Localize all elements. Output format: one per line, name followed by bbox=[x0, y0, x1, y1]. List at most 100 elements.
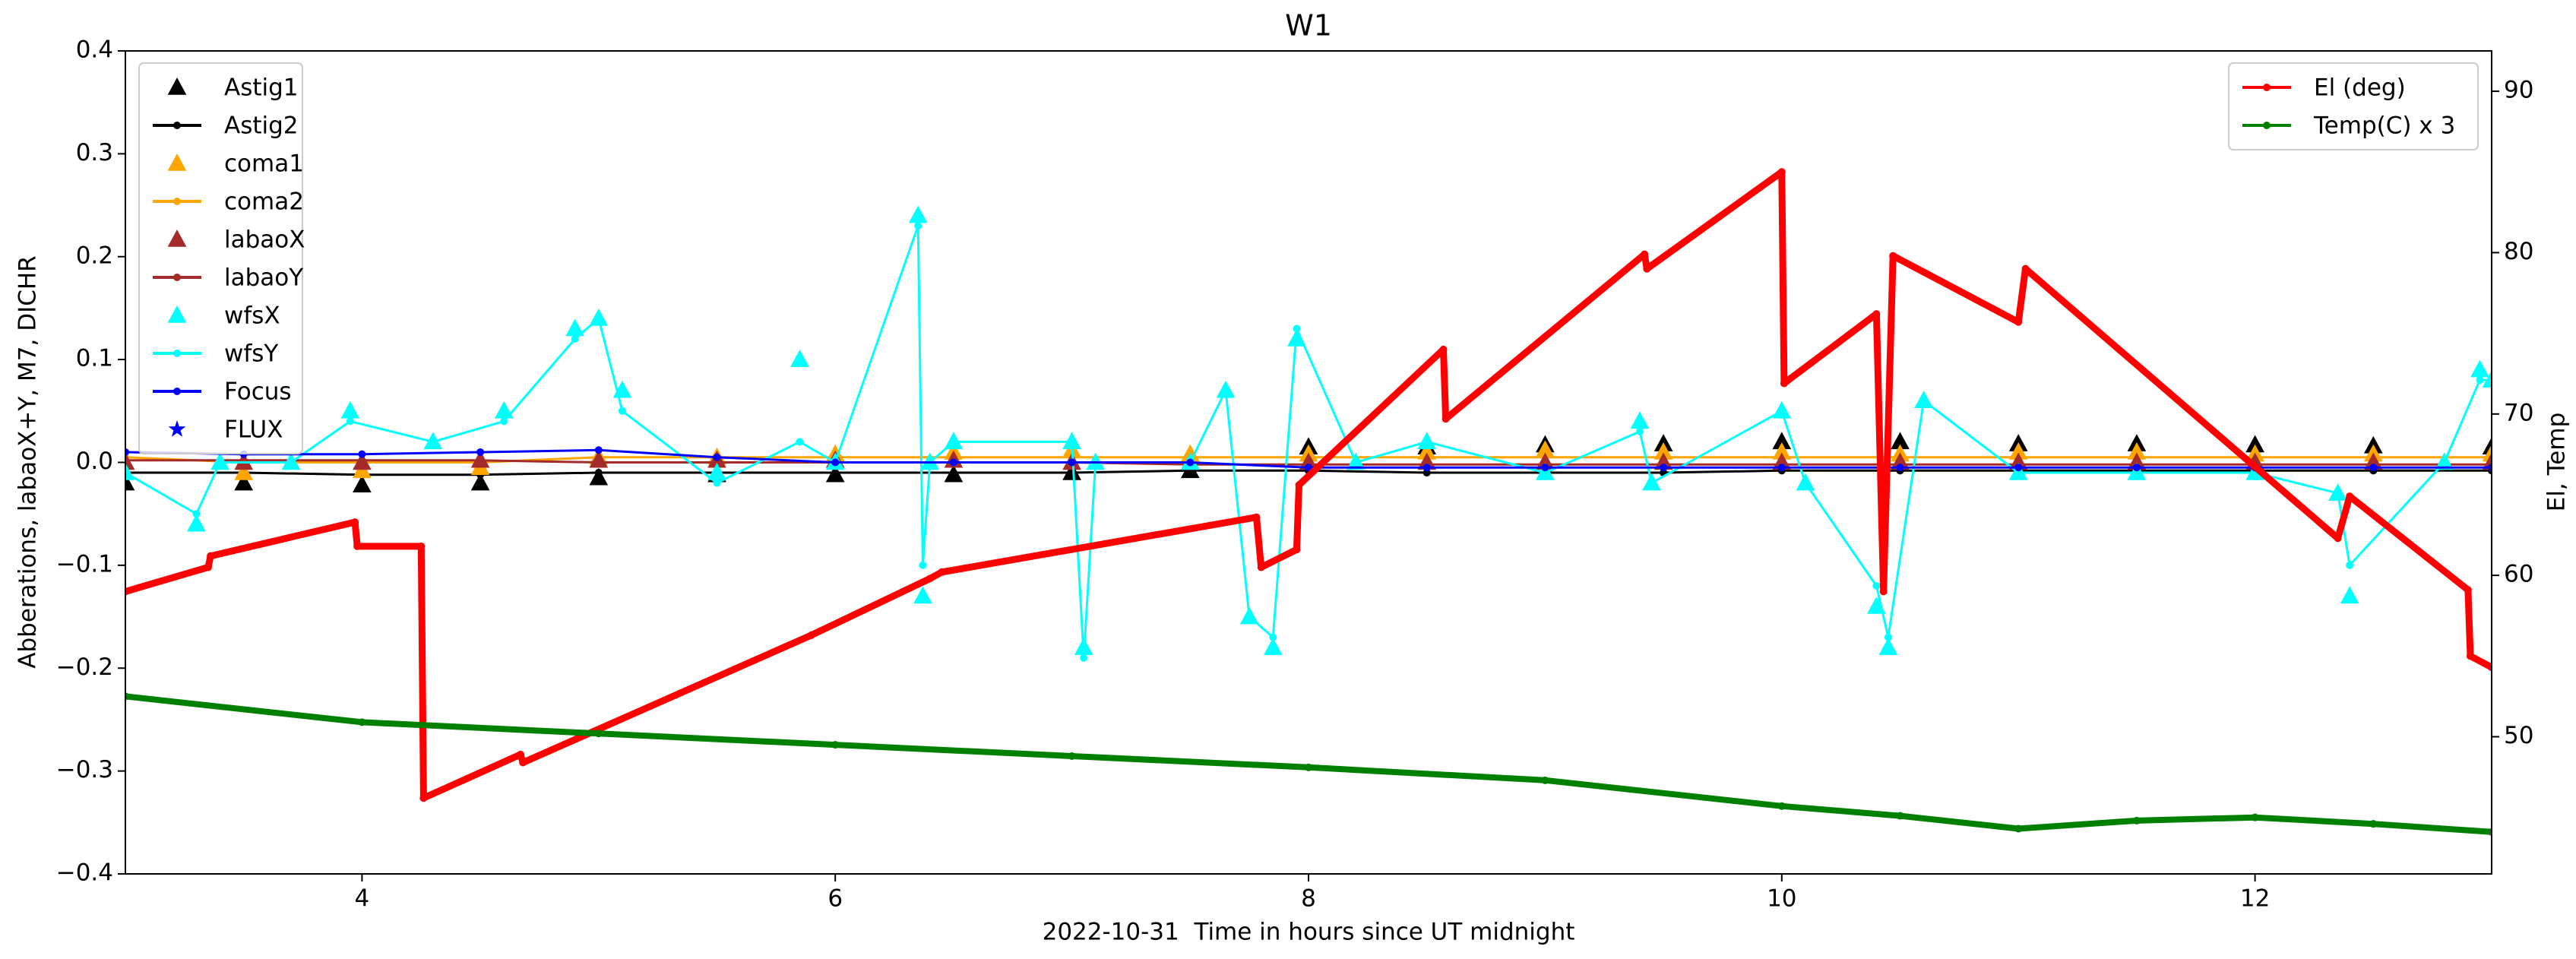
legend-marker bbox=[167, 229, 187, 247]
marker bbox=[2008, 442, 2028, 460]
marker bbox=[500, 417, 508, 426]
marker bbox=[340, 400, 360, 419]
marker bbox=[2014, 464, 2023, 472]
marker bbox=[417, 542, 426, 550]
marker bbox=[1536, 440, 1555, 458]
marker bbox=[831, 469, 840, 477]
legend-label: Temp(C) x 3 bbox=[2313, 112, 2455, 140]
marker bbox=[713, 479, 721, 487]
marker bbox=[1635, 427, 1644, 435]
legend-label: labaoY bbox=[224, 264, 303, 292]
marker bbox=[1068, 458, 1076, 467]
marker bbox=[476, 456, 485, 464]
marker bbox=[1293, 546, 1301, 554]
marker bbox=[125, 456, 129, 464]
marker bbox=[2369, 464, 2378, 472]
plot-area bbox=[125, 168, 2492, 836]
legend-label: El (deg) bbox=[2314, 74, 2406, 102]
marker bbox=[1777, 407, 1786, 415]
marker bbox=[594, 314, 603, 322]
marker bbox=[1872, 310, 1881, 318]
marker bbox=[353, 475, 372, 493]
marker bbox=[565, 318, 585, 337]
marker bbox=[1801, 479, 1809, 487]
marker bbox=[1222, 386, 1230, 394]
marker bbox=[1293, 324, 1301, 333]
legend-label: labaoX bbox=[224, 226, 305, 254]
marker bbox=[1263, 638, 1283, 655]
marker bbox=[2488, 828, 2492, 836]
marker bbox=[1422, 464, 1431, 472]
marker bbox=[1422, 438, 1431, 446]
legend-label: wfsY bbox=[224, 340, 278, 368]
marker bbox=[1641, 250, 1649, 258]
marker bbox=[1439, 345, 1448, 353]
marker bbox=[589, 467, 609, 486]
legend-label: coma1 bbox=[224, 150, 304, 178]
marker bbox=[358, 718, 366, 726]
marker bbox=[1068, 752, 1076, 760]
marker bbox=[1417, 442, 1437, 460]
marker bbox=[1896, 464, 1904, 472]
marker bbox=[2245, 435, 2264, 453]
marker bbox=[125, 448, 129, 456]
marker bbox=[1884, 633, 1892, 641]
legend-label: Astig1 bbox=[224, 74, 299, 102]
legend-box bbox=[2228, 62, 2479, 150]
marker bbox=[618, 407, 626, 415]
marker bbox=[1772, 432, 1792, 450]
marker bbox=[594, 446, 603, 454]
y2-axis-label: El, Temp bbox=[2543, 413, 2571, 512]
axes-frame bbox=[125, 50, 2492, 875]
marker bbox=[2132, 816, 2141, 824]
marker bbox=[808, 631, 816, 639]
legend-label: coma2 bbox=[224, 188, 304, 216]
marker bbox=[571, 335, 579, 343]
marker bbox=[1186, 458, 1195, 467]
marker bbox=[1080, 654, 1088, 662]
marker bbox=[2488, 663, 2492, 672]
marker bbox=[470, 473, 490, 491]
marker bbox=[353, 542, 362, 550]
marker bbox=[713, 453, 721, 461]
y2-tick-label: 80 bbox=[2504, 238, 2533, 265]
y-tick-label: −0.3 bbox=[56, 756, 113, 783]
series bbox=[125, 692, 2492, 836]
marker bbox=[125, 587, 129, 596]
marker bbox=[796, 438, 804, 446]
legend-marker bbox=[167, 154, 187, 171]
marker bbox=[125, 692, 129, 701]
marker bbox=[2251, 813, 2259, 821]
legend-marker bbox=[168, 420, 186, 437]
series bbox=[125, 222, 2492, 662]
marker bbox=[1647, 479, 1656, 487]
marker bbox=[1352, 458, 1360, 467]
marker bbox=[707, 463, 726, 480]
marker bbox=[908, 205, 928, 223]
marker bbox=[1441, 415, 1450, 423]
legend-marker bbox=[173, 198, 181, 205]
marker bbox=[125, 463, 135, 480]
y-tick-label: 0.1 bbox=[76, 345, 113, 372]
y-tick-label: 0.2 bbox=[76, 242, 113, 269]
marker bbox=[949, 458, 957, 467]
marker bbox=[517, 750, 525, 758]
marker bbox=[125, 469, 129, 477]
x-tick-label: 8 bbox=[1301, 885, 1316, 913]
legend-marker bbox=[2263, 84, 2271, 91]
marker bbox=[2346, 492, 2354, 501]
legend-marker bbox=[173, 122, 181, 129]
marker bbox=[2334, 534, 2342, 543]
y2-tick-label: 70 bbox=[2504, 399, 2533, 426]
marker bbox=[1541, 464, 1549, 472]
legend-marker bbox=[167, 305, 187, 323]
marker bbox=[234, 463, 254, 480]
y-tick-label: −0.1 bbox=[56, 550, 113, 578]
marker bbox=[2488, 464, 2492, 472]
marker bbox=[949, 438, 957, 446]
y2-tick-label: 50 bbox=[2504, 722, 2533, 749]
legend-marker bbox=[2263, 122, 2271, 129]
y-tick-label: 0.4 bbox=[76, 36, 113, 64]
marker bbox=[919, 561, 927, 569]
marker bbox=[234, 473, 254, 491]
